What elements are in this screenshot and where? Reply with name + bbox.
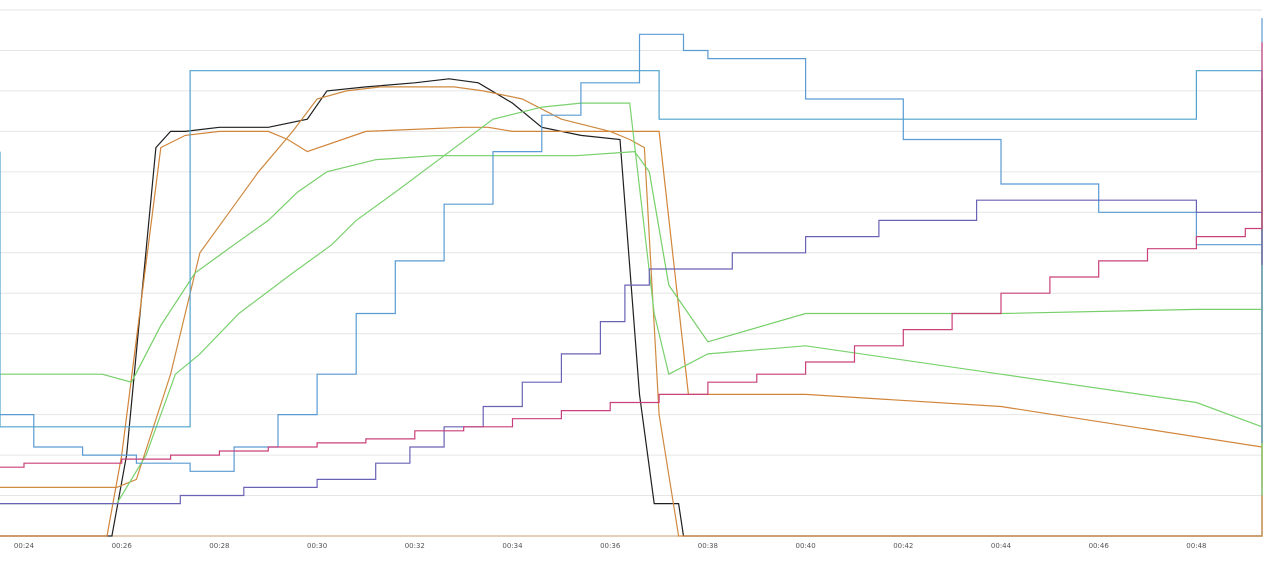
- series-line-7: [0, 70, 1263, 428]
- x-tick-labels: 00:24 00:26 00:28 00:30 00:32 00:34 00:36 00:38…: [14, 542, 1207, 550]
- x-tick-label: 00:42: [893, 542, 913, 550]
- series-line-2: [0, 126, 1263, 537]
- x-tick-label: 00:38: [698, 542, 718, 550]
- x-tick-label: 00:40: [796, 542, 816, 550]
- x-tick-label: 00:36: [600, 542, 621, 550]
- series-line-8: [0, 70, 1263, 505]
- x-tick-label: 00:34: [502, 542, 523, 550]
- x-tick-label: 00:24: [14, 542, 35, 550]
- x-tick-label: 00:26: [112, 542, 133, 550]
- gridlines: [0, 9, 1262, 497]
- x-tick-label: 00:28: [209, 542, 229, 550]
- series-line-6: [0, 18, 1263, 472]
- series-line-9: [0, 42, 1263, 468]
- series-line-1: [0, 78, 1263, 537]
- x-tick-label: 00:48: [1186, 542, 1206, 550]
- series-lines: [0, 18, 1263, 537]
- series-line-3: [0, 82, 1263, 537]
- x-tick-label: 00:30: [307, 542, 327, 550]
- x-tick-label: 00:32: [405, 542, 425, 550]
- x-tick-label: 00:44: [991, 542, 1012, 550]
- x-tick-label: 00:46: [1089, 542, 1110, 550]
- series-line-5: [0, 102, 1263, 505]
- series-line-4: [0, 99, 1263, 383]
